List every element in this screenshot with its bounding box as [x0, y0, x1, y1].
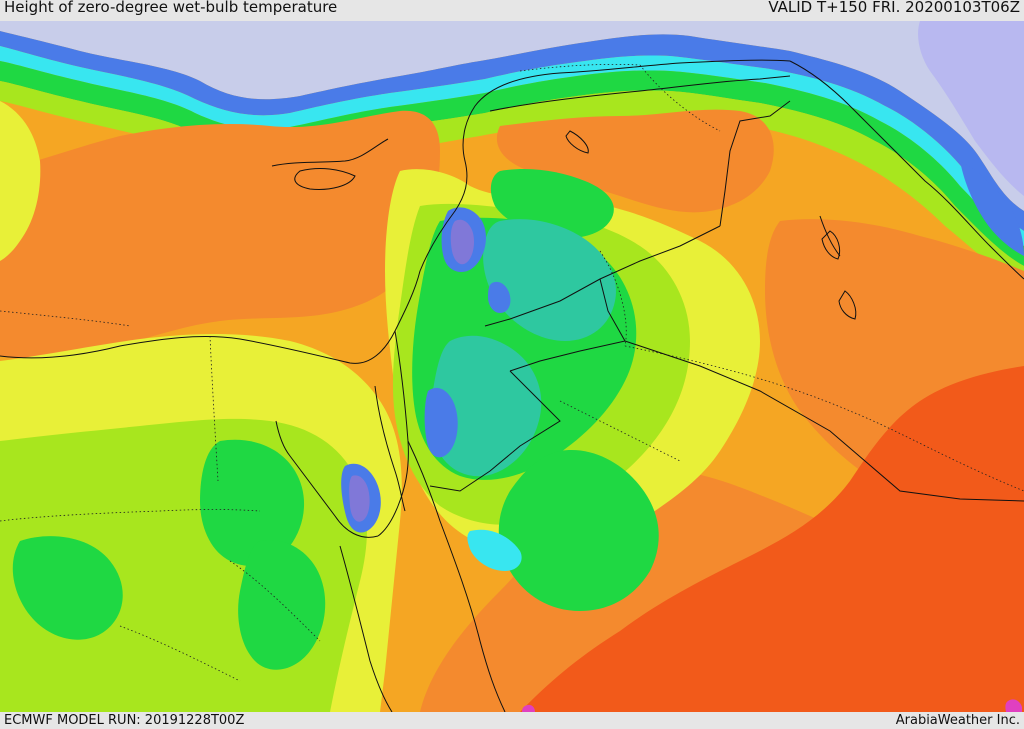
model-run-label: ECMWF MODEL RUN: 20191228T00Z	[4, 713, 245, 728]
teal-syria	[483, 219, 616, 341]
credit-label: ArabiaWeather Inc.	[895, 713, 1020, 728]
cyan-saudi-nw	[467, 529, 522, 571]
green-egypt-blob-2	[12, 536, 123, 640]
coastal-yellowgreen-band	[0, 81, 1024, 286]
coastal-blue-band	[0, 31, 1024, 231]
map-footer: ECMWF MODEL RUN: 20191228T00Z ArabiaWeat…	[0, 712, 1024, 729]
green-saudi-mid	[498, 450, 659, 611]
sea-caspian-ne	[918, 21, 1024, 196]
blue-golan	[488, 281, 511, 313]
forecast-map[interactable]	[0, 21, 1024, 712]
deep-orange-mediterranean	[0, 110, 440, 360]
magenta-spot	[1005, 699, 1022, 712]
magenta-spot-2	[522, 704, 535, 712]
blue-jordan-ridge	[424, 387, 458, 458]
green-egypt-blob-1	[200, 439, 305, 566]
coastal-green-band	[0, 61, 1024, 266]
green-egypt-blob-3	[238, 540, 326, 670]
map-title: Height of zero-degree wet-bulb temperatu…	[4, 0, 338, 16]
sea-black-sea-region	[0, 21, 1024, 211]
teal-jordan	[430, 335, 542, 477]
coastal-cyan-band	[0, 46, 1024, 246]
purple-sinai	[349, 475, 370, 522]
map-canvas	[0, 21, 1024, 712]
admin-borders	[374, 75, 1024, 512]
valid-time: VALID T+150 FRI. 20200103T06Z	[768, 0, 1020, 16]
purple-lebanon	[450, 219, 475, 265]
islands	[294, 130, 857, 320]
country-borders	[0, 63, 1024, 682]
blue-iran-zagros	[960, 161, 1024, 256]
coastlines	[0, 59, 1024, 712]
map-header: Height of zero-degree wet-bulb temperatu…	[0, 0, 1024, 21]
yellow-left-west	[0, 101, 41, 261]
red-orange-southeast	[520, 366, 1024, 712]
